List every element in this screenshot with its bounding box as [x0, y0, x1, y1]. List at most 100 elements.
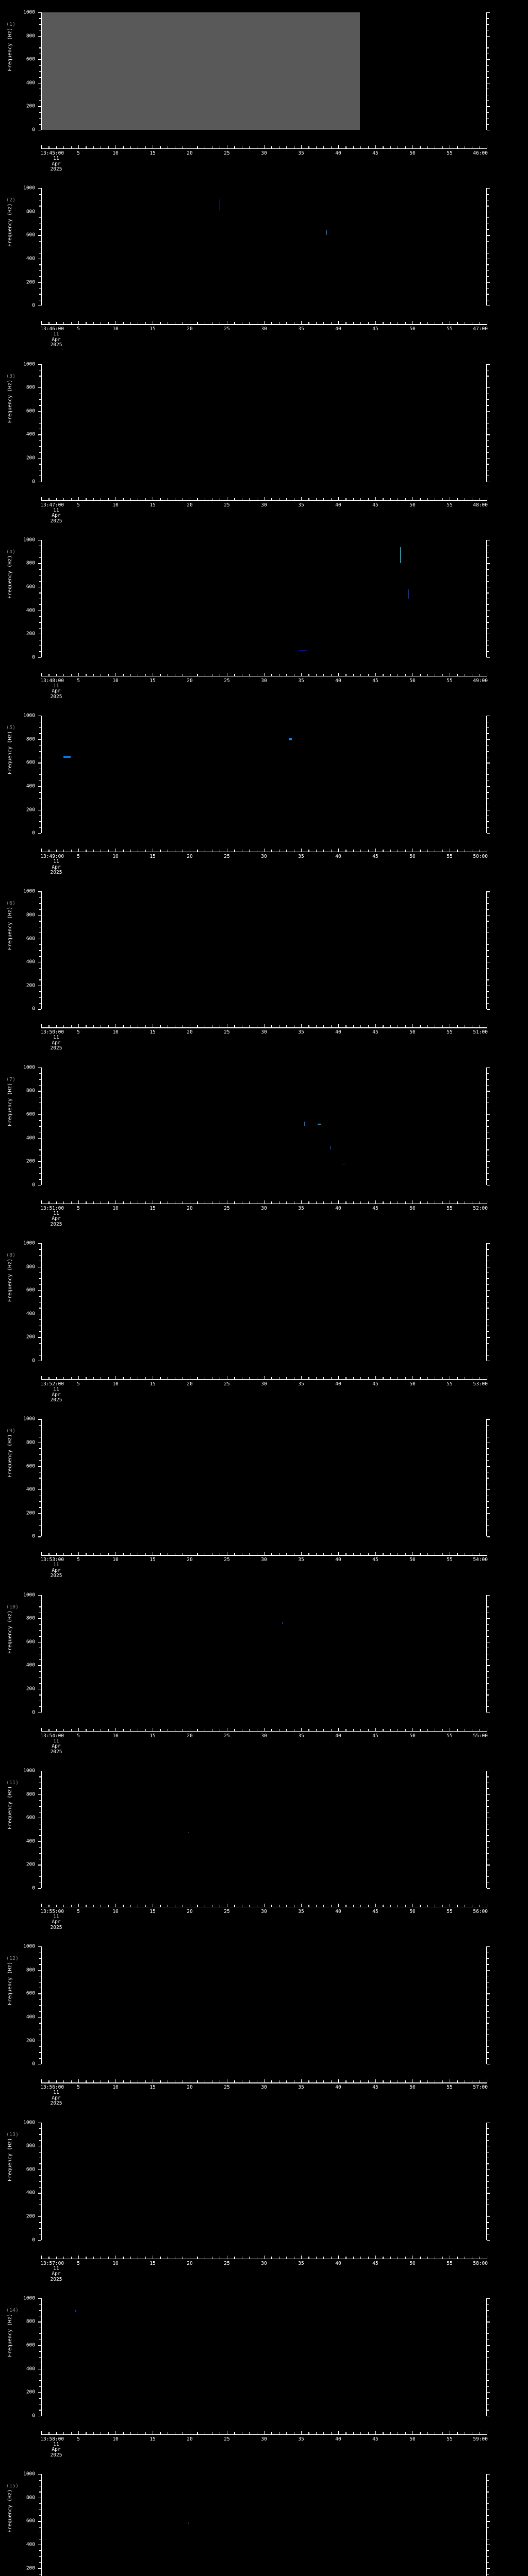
x-tick-minor: [130, 1201, 131, 1204]
x-tick-minor: [323, 1201, 324, 1204]
x-tick-minor: [405, 1904, 406, 1907]
x-tick-major: [301, 1376, 302, 1380]
spectrogram-panel: 0 200 400 600 800 1000 Frequency (Hz) (10) 13:54…: [0, 1583, 528, 1758]
x-tick-minor: [442, 2432, 443, 2434]
spectrogram-mark: [400, 547, 401, 564]
y-axis-spine-left: [41, 539, 42, 657]
x-axis-endcap: [41, 2255, 42, 2259]
y-axis-title: Frequency (Hz): [7, 2138, 13, 2181]
x-tick-label: 20: [187, 2084, 193, 2091]
y-tick-label: 800: [26, 1967, 35, 1973]
x-tick-minor: [71, 2432, 72, 2434]
x-tick-major: [301, 672, 302, 676]
y-tick-minor-right: [487, 112, 489, 113]
y-tick-label: 800: [26, 1263, 35, 1269]
y-tick-label: 600: [26, 1990, 35, 1996]
x-tick-label: 5: [77, 1381, 80, 1387]
x-tick-minor: [56, 2432, 57, 2434]
y-tick-major-right: [487, 1489, 490, 1490]
x-tick-label: 45: [372, 1381, 378, 1387]
x-axis-date-line: Apr: [52, 864, 61, 870]
y-tick-minor: [39, 2333, 41, 2334]
y-axis-spine-right: [486, 1243, 487, 1361]
y-tick-label: 400: [26, 1134, 35, 1141]
panel-number-label: (13): [6, 2131, 19, 2138]
y-tick-minor: [39, 399, 41, 400]
x-tick-minor: [234, 1377, 235, 1380]
x-tick-major: [375, 1200, 376, 1204]
x-tick-minor: [405, 1728, 406, 1731]
x-tick-minor: [308, 1025, 309, 1028]
y-tick-minor-right: [487, 1876, 489, 1877]
y-tick-minor: [39, 452, 41, 453]
x-tick-label: 30: [261, 2084, 267, 2091]
y-axis-title: Frequency (Hz): [7, 2313, 13, 2357]
x-tick-label: 10: [112, 1205, 119, 1211]
y-axis-title: Frequency (Hz): [7, 555, 13, 599]
y-tick-minor: [39, 1659, 41, 1660]
y-tick-label: 600: [26, 759, 35, 766]
x-tick-label: 30: [261, 1029, 267, 1036]
x-axis-end-label: 54:00: [473, 1557, 488, 1563]
x-tick-major: [264, 1200, 265, 1204]
x-tick-minor: [48, 1025, 50, 1028]
y-axis-spine-right: [486, 2298, 487, 2416]
x-axis-endcap: [41, 1200, 42, 1204]
y-axis-title: Frequency (Hz): [7, 731, 13, 775]
x-tick-minor: [353, 2256, 354, 2259]
y-tick-minor-right: [487, 827, 489, 828]
x-tick-major: [264, 1903, 265, 1907]
x-tick-label: 35: [298, 2084, 304, 2091]
x-tick-label: 5: [77, 2260, 80, 2266]
y-tick-minor-right: [487, 2550, 489, 2551]
y-tick-minor: [39, 2128, 41, 2129]
y-tick-major: [38, 1067, 41, 1068]
x-tick-minor: [271, 146, 272, 148]
x-tick-label: 35: [298, 1205, 304, 1211]
spectrogram-panel: 0 200 400 600 800 1000 Frequency (Hz) (14) 13:58…: [0, 2286, 528, 2462]
y-tick-label: 200: [26, 806, 35, 812]
y-tick-minor-right: [487, 1167, 489, 1168]
x-tick-major: [338, 1024, 339, 1028]
plot-area: [41, 1243, 487, 1361]
y-axis-spine-left: [41, 716, 42, 834]
x-tick-minor: [108, 1904, 109, 1907]
x-tick-minor: [323, 1377, 324, 1380]
y-tick-minor: [39, 2187, 41, 2188]
y-axis-spine-left: [41, 1067, 42, 1185]
spectrogram-panel: 0 200 400 600 800 1000 Frequency (Hz) (13) 13:57…: [0, 2110, 528, 2286]
spectrogram-panel: 0 200 400 600 800 1000 Frequency (Hz) (9) 13:53:…: [0, 1406, 528, 1582]
x-tick-minor: [427, 1025, 428, 1028]
x-tick-label: 25: [224, 1029, 230, 1036]
x-tick-minor: [286, 1728, 287, 1731]
x-tick-label: 20: [187, 2436, 193, 2442]
y-tick-labels: 0 200 400 600 800 1000: [0, 186, 37, 308]
x-tick-minor: [427, 1377, 428, 1380]
x-tick-label: 50: [409, 502, 416, 508]
x-tick-minor: [360, 1201, 361, 1204]
y-tick-major: [38, 2298, 41, 2299]
x-tick-major: [301, 2079, 302, 2083]
x-tick-minor: [442, 673, 443, 676]
x-tick-minor: [427, 2432, 428, 2434]
x-tick-minor: [368, 1553, 369, 1555]
y-tick-major-right: [487, 457, 490, 459]
x-tick-minor: [323, 1728, 324, 1731]
x-tick-minor: [108, 498, 109, 500]
y-tick-minor: [39, 47, 41, 48]
x-tick-minor: [427, 1728, 428, 1731]
y-tick-minor-right: [487, 1800, 489, 1801]
y-tick-label: 1000: [23, 2295, 35, 2301]
y-tick-major-right: [487, 2216, 490, 2217]
y-axis-title: Frequency (Hz): [7, 1610, 13, 1654]
x-tick-minor: [316, 2080, 317, 2083]
y-axis-title: Frequency (Hz): [7, 1786, 13, 1829]
y-tick-major: [38, 2392, 41, 2393]
x-tick-minor: [145, 1553, 146, 1555]
x-tick-minor: [93, 2256, 94, 2259]
y-tick-minor: [39, 968, 41, 969]
y-tick-label: 400: [26, 1662, 35, 1668]
x-tick-label: 15: [150, 1029, 156, 1036]
x-tick-label: 55: [447, 1733, 453, 1739]
x-tick-label: 15: [150, 2084, 156, 2091]
